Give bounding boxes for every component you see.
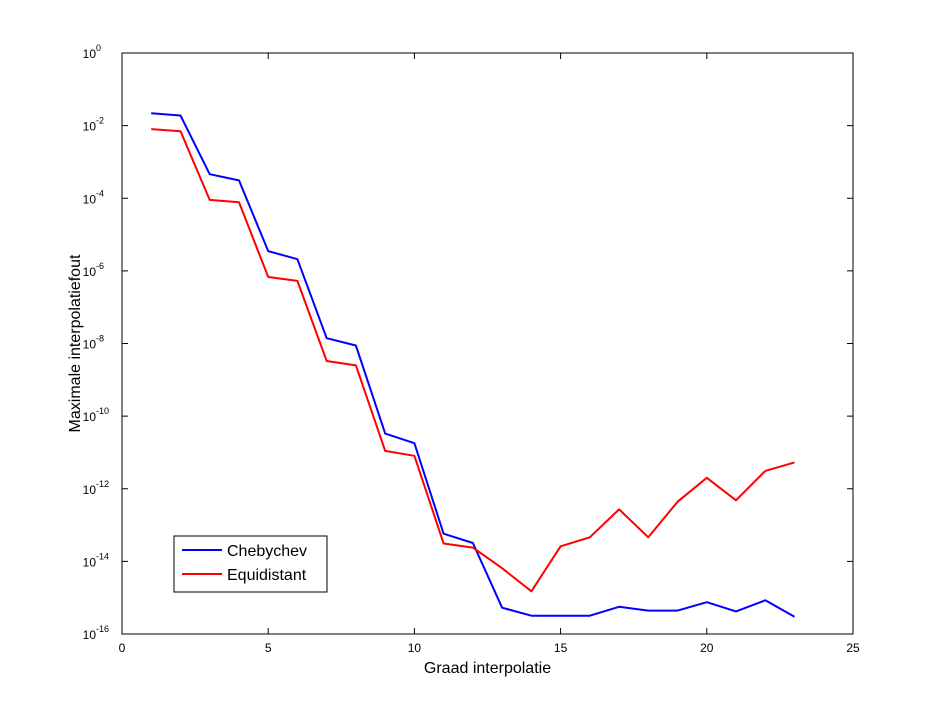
y-tick-exponent: -8 <box>96 334 104 344</box>
x-axis-label: Graad interpolatie <box>424 660 551 677</box>
y-tick-label: 10 <box>83 192 97 206</box>
y-tick-label: 10 <box>83 628 97 642</box>
series-line-chebychev <box>151 112 795 618</box>
series-line-equidistant <box>151 128 795 593</box>
y-tick-exponent: 0 <box>96 43 101 53</box>
y-tick-label: 10 <box>83 120 97 134</box>
y-tick-exponent: -12 <box>96 479 109 489</box>
series-layer <box>151 112 795 618</box>
y-tick-exponent: -16 <box>96 624 109 634</box>
y-tick-exponent: -4 <box>96 188 104 198</box>
x-tick-label: 25 <box>846 641 860 655</box>
y-tick-label: 10 <box>83 555 97 569</box>
y-tick-label: 10 <box>83 47 97 61</box>
y-tick-exponent: -14 <box>96 551 109 561</box>
y-tick-exponent: -2 <box>96 116 104 126</box>
x-tick-label: 20 <box>700 641 714 655</box>
y-tick-label: 10 <box>83 483 97 497</box>
y-axis-label: Maximale interpolatiefout <box>67 254 84 432</box>
legend-label-chebychev: Chebychev <box>227 543 307 560</box>
x-tick-label: 5 <box>265 641 272 655</box>
y-tick-exponent: -10 <box>96 406 109 416</box>
legend-box <box>173 535 328 593</box>
y-tick-label: 10 <box>83 265 97 279</box>
x-tick-label: 15 <box>554 641 568 655</box>
x-tick-label: 0 <box>119 641 126 655</box>
legend-label-equidistant: Equidistant <box>227 567 307 584</box>
x-tick-label: 10 <box>408 641 422 655</box>
y-tick-label: 10 <box>83 410 97 424</box>
legend: Chebychev Equidistant <box>173 535 328 593</box>
y-tick-exponent: -6 <box>96 261 104 271</box>
x-axis: 0 5 10 15 20 25 <box>119 53 860 655</box>
y-tick-label: 10 <box>83 338 97 352</box>
